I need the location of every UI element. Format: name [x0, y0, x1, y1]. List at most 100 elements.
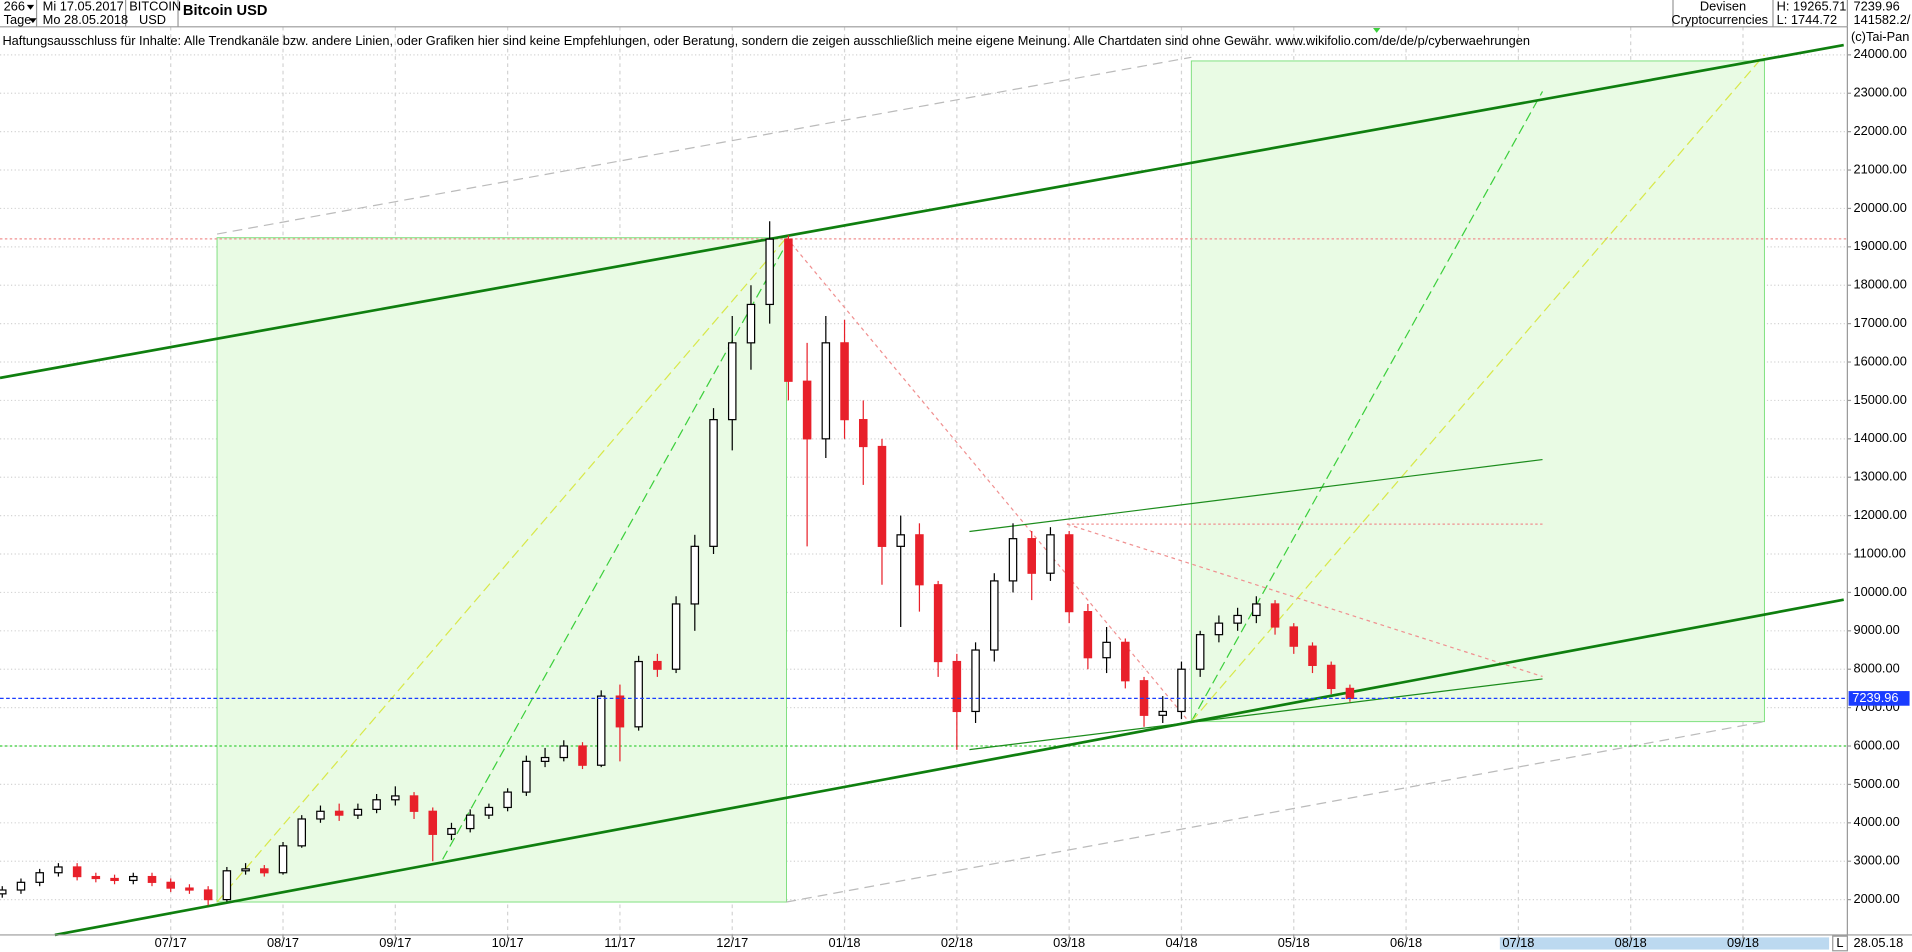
x-tick-label: 09/18	[1727, 935, 1759, 950]
candle-body	[821, 342, 831, 440]
candle-body	[391, 795, 400, 801]
candle-body	[671, 603, 681, 670]
candle-body	[91, 875, 101, 880]
header-bg	[0, 0, 1912, 27]
candle-body	[784, 238, 793, 382]
candles	[0, 221, 1848, 906]
last-price-label: 7239.96	[1852, 690, 1898, 705]
disclaimer: Haftungsausschluss für Inhalte: Alle Tre…	[2, 33, 1530, 48]
period[interactable]: Tage	[4, 12, 32, 27]
candle-body	[690, 545, 700, 605]
volume-info: 141582.2/	[1853, 12, 1910, 27]
scroll-button[interactable]	[1832, 935, 1848, 952]
candle-body	[353, 808, 363, 816]
x-tick-label: 11/17	[604, 935, 635, 950]
dropdown-arrows[interactable]	[26, 4, 37, 24]
y-tick-label: 15000.00	[1853, 392, 1906, 407]
y-tick-label: 17000.00	[1853, 315, 1906, 330]
y-tick-label: 16000.00	[1853, 353, 1906, 368]
currency: USD	[139, 12, 166, 27]
fan-line	[1190, 91, 1544, 722]
fan-line	[1190, 54, 1765, 723]
candle-body	[16, 881, 26, 891]
candle-body	[372, 799, 381, 810]
y-tick-label: 2000.00	[1853, 891, 1899, 906]
candle-body	[1158, 710, 1168, 716]
candle-body	[971, 649, 980, 713]
candle-body	[727, 342, 737, 421]
candle-body	[297, 818, 307, 847]
gray-trend	[216, 56, 1192, 235]
symbol: BITCOIN	[129, 0, 181, 14]
candle-body	[1046, 534, 1055, 574]
candle-body	[35, 872, 44, 883]
candle-body	[1083, 611, 1093, 659]
candle-body	[1008, 538, 1018, 582]
main-channel	[0, 43, 1844, 380]
candle-body	[1195, 634, 1205, 670]
red-trend	[786, 237, 1190, 723]
x-tick-label: 09/17	[379, 935, 411, 950]
marker	[1373, 28, 1381, 33]
date-from: Mi 17.05.2017	[43, 0, 124, 14]
x-tick-label: 04/18	[1165, 935, 1197, 950]
x-tick-label: 07/18	[1502, 935, 1534, 950]
high-info: H: 19265.71	[1777, 0, 1847, 14]
candle-body	[409, 795, 419, 812]
candle-body	[1214, 622, 1224, 636]
candle-body	[877, 445, 887, 547]
candle-body	[241, 868, 250, 872]
candle-body	[578, 745, 587, 766]
y-tick-label: 21000.00	[1853, 161, 1906, 176]
x-tick-label: 08/17	[267, 935, 299, 950]
y-tick-label: 12000.00	[1853, 507, 1906, 522]
candle-body	[596, 695, 606, 766]
group: Cryptocurrencies	[1671, 12, 1768, 27]
candle-body	[110, 877, 119, 882]
candle-body	[54, 866, 63, 874]
candle-body	[540, 756, 550, 762]
x-tick-label: 01/18	[829, 935, 861, 950]
y-tick-label: 24000.00	[1853, 46, 1906, 61]
candle-body	[260, 868, 269, 874]
scrollbar[interactable]	[1499, 937, 1830, 950]
date-to: Mo 28.05.2018	[43, 12, 128, 27]
y-tick-label: 22000.00	[1853, 123, 1906, 138]
thin-channel	[969, 678, 1543, 751]
current-date: 28.05.18	[1853, 935, 1903, 950]
x-tick-label: 05/18	[1278, 935, 1310, 950]
candle-body	[896, 534, 905, 547]
bar-count[interactable]: 266	[4, 0, 25, 14]
range-box	[216, 237, 787, 903]
candle-body	[484, 806, 494, 816]
candle-body	[465, 814, 475, 830]
y-tick-label: 14000.00	[1853, 430, 1906, 445]
candle-body	[802, 380, 812, 440]
candle-body	[0, 889, 7, 895]
candle-body	[559, 745, 569, 759]
axes: 2000.003000.004000.005000.006000.007000.…	[155, 46, 1910, 950]
candle-body	[522, 760, 531, 793]
y-tick-label: 20000.00	[1853, 200, 1906, 215]
candle-body	[990, 580, 999, 651]
x-tick-label: 12/17	[716, 935, 748, 950]
main-channel	[54, 598, 1844, 937]
y-tick-label: 4000.00	[1853, 814, 1899, 829]
candle-body	[653, 660, 662, 670]
low-info: L: 1744.72	[1777, 12, 1838, 27]
scroll-label[interactable]: L	[1836, 935, 1843, 950]
candle-body	[503, 791, 512, 809]
candle-body	[1289, 626, 1299, 647]
x-tick-label: 02/18	[941, 935, 973, 950]
candle-body	[1345, 687, 1355, 700]
y-tick-label: 11000.00	[1853, 545, 1905, 560]
candle-body	[765, 238, 774, 306]
candle-body	[447, 827, 456, 835]
x-tick-label: 08/18	[1615, 935, 1647, 950]
x-tick-label: 06/18	[1390, 935, 1422, 950]
range-box	[1190, 60, 1765, 723]
y-tick-label: 6000.00	[1853, 737, 1899, 752]
credit: (c)Tai-Pan	[1851, 29, 1909, 44]
